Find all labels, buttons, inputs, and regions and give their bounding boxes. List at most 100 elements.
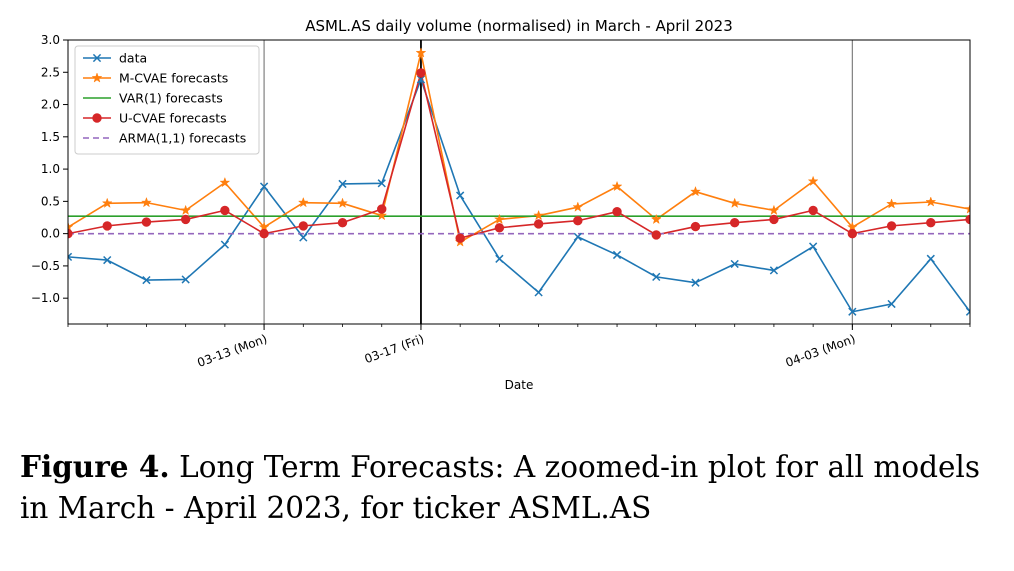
series-3-point xyxy=(337,217,348,228)
plot-layer: −1.0 −0.5 0.0 0.5 1.0 1.5 2.0 2.5 3.0 03-13 (Mon)… xyxy=(31,33,971,370)
series-0-point-stroke-b xyxy=(887,299,896,309)
series-3-point xyxy=(68,228,73,239)
y-tick-label: 0.5 xyxy=(41,194,60,208)
series-1-point xyxy=(101,197,113,208)
series-1-point xyxy=(415,47,427,58)
y-tick-label: 1.0 xyxy=(41,162,60,176)
series-0-point-stroke-a xyxy=(965,307,970,313)
x-tick-label: 04-03 (Mon) xyxy=(784,332,858,370)
series-0-point xyxy=(926,254,935,263)
series-0-point xyxy=(338,179,347,189)
series-1-point xyxy=(68,221,74,232)
legend-label-0: data xyxy=(119,51,147,66)
series-0-point-stroke-b xyxy=(103,255,112,265)
series-line-3 xyxy=(68,72,970,239)
series-3-point xyxy=(259,228,269,239)
series-0-point xyxy=(652,272,661,282)
legend-box xyxy=(74,45,260,155)
series-0-point-stroke-b xyxy=(573,232,582,241)
series-0-point xyxy=(573,232,582,241)
series-0-point-stroke-b xyxy=(416,75,426,84)
series-1-point xyxy=(650,213,662,225)
series-line-0 xyxy=(68,78,970,313)
series-0-point-stroke-b xyxy=(691,278,700,287)
x-axis-label: Date xyxy=(505,378,534,392)
series-0-point xyxy=(68,252,73,262)
series-0-point xyxy=(534,288,543,297)
series-0-point-stroke-b xyxy=(534,288,543,297)
series-0-point-stroke-b xyxy=(456,191,465,200)
series-0-point-stroke-b xyxy=(68,252,73,258)
series-0-point-stroke-b xyxy=(809,242,818,251)
series-0-point-stroke-b xyxy=(926,254,935,263)
series-1-point xyxy=(180,204,192,216)
series-3-point xyxy=(494,223,505,233)
series-0-point-stroke-b xyxy=(299,233,308,242)
figure-caption: Figure 4. Long Term Forecasts: A zoomed-… xyxy=(20,446,980,529)
series-3-point xyxy=(690,221,701,232)
series-0-point xyxy=(377,179,386,188)
series-3-point xyxy=(886,221,897,231)
series-0-point xyxy=(142,275,151,285)
series-1-point xyxy=(533,209,545,221)
legend: data M-CVAE forecasts VAR(1) forecasts U-CV… xyxy=(74,45,260,155)
series-3-point xyxy=(455,233,465,243)
y-tick-label: 0.0 xyxy=(41,227,60,241)
series-1-point xyxy=(807,175,819,187)
series-3-point xyxy=(729,217,740,228)
plot-frame xyxy=(67,39,971,325)
series-1-point xyxy=(297,196,309,208)
series-3-point xyxy=(926,217,936,228)
series-0-point xyxy=(181,275,190,284)
series-1-point xyxy=(337,197,349,208)
series-3-point xyxy=(573,216,583,226)
chart-area: ASML.AS daily volume (normalised) in Mar… xyxy=(31,17,971,392)
series-0-point-stroke-a xyxy=(68,255,73,262)
series-0-point-stroke-b xyxy=(965,310,970,316)
series-3-point xyxy=(847,228,858,239)
series-0-point xyxy=(769,266,779,275)
series-0-point-stroke-b xyxy=(848,307,857,316)
y-tick-label: 1.5 xyxy=(41,130,60,144)
series-3-point xyxy=(651,230,661,240)
series-0-point-stroke-b xyxy=(769,266,779,275)
series-1-point xyxy=(768,204,780,216)
series-0-point xyxy=(612,250,622,260)
x-tick-label: 03-13 (Mon) xyxy=(195,332,269,370)
series-0-point xyxy=(259,182,269,191)
legend-label-1: M-CVAE forecasts xyxy=(119,71,228,86)
series-1-point xyxy=(493,213,505,225)
series-3-point xyxy=(220,205,230,216)
series-0-point-stroke-b xyxy=(259,182,269,191)
series-3-point xyxy=(141,217,152,227)
legend-marker-1 xyxy=(91,72,103,83)
x-tick-label: 03-17 (Fri) xyxy=(363,332,426,366)
series-0-point-stroke-b xyxy=(652,272,661,282)
series-3-point xyxy=(298,221,309,231)
series-1-point xyxy=(689,185,701,197)
series-0-point xyxy=(887,299,896,309)
legend-marker-0 xyxy=(92,53,102,63)
series-0-point-stroke-b xyxy=(377,179,386,188)
legend-label-3: U-CVAE forecasts xyxy=(119,111,227,126)
y-tick-label: −1.0 xyxy=(31,291,60,305)
legend-label-2: VAR(1) forecasts xyxy=(119,91,223,106)
series-0-point xyxy=(848,307,857,316)
chart-title: ASML.AS daily volume (normalised) in Mar… xyxy=(305,17,733,35)
series-line-1 xyxy=(68,52,970,243)
legend-marker-0-stroke-b xyxy=(92,53,102,63)
line-chart: ASML.AS daily volume (normalised) in Mar… xyxy=(31,17,971,392)
caption-text: Long Term Forecasts: A zoomed-in plot fo… xyxy=(20,450,980,525)
y-tick-label: 3.0 xyxy=(41,33,60,47)
legend-label-4: ARMA(1,1) forecasts xyxy=(119,131,246,146)
series-3-point xyxy=(533,219,544,229)
series-3-point xyxy=(416,68,426,78)
series-1-point xyxy=(140,196,152,208)
series-3-point xyxy=(612,206,622,217)
series-0-point-stroke-b xyxy=(338,179,347,189)
series-1-point xyxy=(925,196,937,207)
series-0-point xyxy=(220,240,229,249)
y-tick-label: −0.5 xyxy=(31,259,60,273)
series-1-point xyxy=(219,176,231,188)
series-group xyxy=(68,47,970,316)
